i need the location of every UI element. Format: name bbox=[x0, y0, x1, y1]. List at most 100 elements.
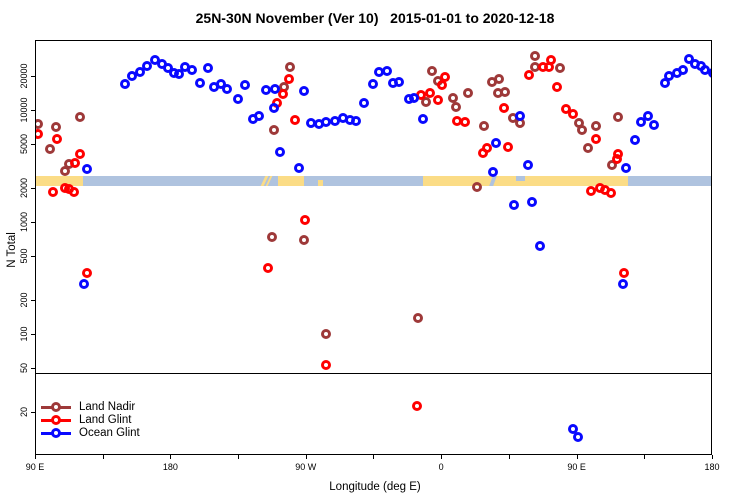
y-tick bbox=[31, 367, 35, 369]
data-point-land-glint bbox=[283, 74, 294, 85]
y-tick-label: 500 bbox=[19, 248, 29, 264]
data-point-ocean-glint bbox=[187, 65, 198, 76]
y-tick-label: 1000 bbox=[19, 211, 29, 233]
data-point-land-nadir bbox=[450, 101, 461, 112]
data-point-land-glint bbox=[619, 267, 630, 278]
data-point-ocean-glint bbox=[527, 196, 538, 207]
legend-label: Land Glint bbox=[79, 414, 132, 426]
data-point-land-glint bbox=[524, 70, 535, 81]
y-tick-label: 20 bbox=[19, 407, 29, 418]
data-point-ocean-glint bbox=[358, 97, 369, 108]
data-point-land-glint bbox=[411, 401, 422, 412]
data-point-ocean-glint bbox=[534, 240, 545, 251]
y-tick-label: 100 bbox=[19, 326, 29, 342]
data-point-ocean-glint bbox=[643, 111, 654, 122]
data-point-land-nadir bbox=[267, 231, 278, 242]
data-point-ocean-glint bbox=[677, 65, 688, 76]
data-point-land-nadir bbox=[74, 111, 85, 122]
data-point-land-glint bbox=[613, 149, 624, 159]
map-band-land-segment bbox=[318, 180, 323, 186]
y-tick-label: 10000 bbox=[19, 97, 29, 123]
y-tick-label: 50 bbox=[19, 362, 29, 373]
data-point-ocean-glint bbox=[82, 164, 93, 175]
data-point-land-nadir bbox=[471, 181, 482, 192]
data-point-ocean-glint bbox=[649, 119, 660, 130]
y-tick bbox=[31, 76, 35, 78]
data-point-ocean-glint bbox=[488, 167, 499, 178]
data-point-ocean-glint bbox=[274, 146, 285, 157]
x-axis-title: Longitude (deg E) bbox=[329, 481, 421, 493]
data-point-ocean-glint bbox=[381, 65, 392, 76]
data-point-ocean-glint bbox=[79, 279, 90, 290]
data-point-land-nadir bbox=[583, 142, 594, 153]
data-point-ocean-glint bbox=[240, 79, 251, 90]
y-axis-title: N Total bbox=[6, 232, 18, 268]
data-point-ocean-glint bbox=[222, 84, 233, 95]
y-tick bbox=[31, 143, 35, 145]
map-band-ocean-segment bbox=[516, 176, 525, 181]
data-point-ocean-glint bbox=[173, 68, 184, 79]
data-point-land-nadir bbox=[44, 143, 55, 154]
horizontal-reference-line bbox=[36, 373, 711, 374]
x-tick bbox=[508, 455, 510, 459]
data-point-ocean-glint bbox=[515, 111, 526, 122]
data-point-land-nadir bbox=[426, 65, 437, 76]
data-point-land-glint bbox=[586, 186, 597, 197]
y-tick-label: 5000 bbox=[19, 133, 29, 154]
chart-title: 25N-30N November (Ver 10) 2015-01-01 to … bbox=[195, 10, 555, 26]
data-point-land-nadir bbox=[50, 121, 61, 132]
y-tick bbox=[31, 110, 35, 111]
data-point-land-glint bbox=[52, 134, 63, 145]
data-point-land-glint bbox=[277, 88, 288, 99]
x-tick bbox=[711, 455, 713, 459]
data-point-land-glint bbox=[289, 114, 300, 125]
y-tick bbox=[31, 188, 35, 190]
data-point-ocean-glint bbox=[253, 111, 264, 122]
data-point-land-glint bbox=[605, 188, 616, 199]
x-tick bbox=[170, 455, 172, 459]
x-tick bbox=[373, 455, 375, 459]
x-tick bbox=[102, 455, 104, 459]
data-point-ocean-glint bbox=[491, 137, 502, 148]
scatter-points-layer bbox=[36, 41, 711, 454]
x-tick bbox=[576, 455, 578, 459]
data-point-land-nadir bbox=[285, 62, 296, 73]
data-point-ocean-glint bbox=[393, 76, 404, 87]
data-point-ocean-glint bbox=[119, 79, 130, 90]
data-point-land-glint bbox=[68, 187, 79, 198]
data-point-ocean-glint bbox=[163, 63, 174, 73]
data-point-ocean-glint bbox=[194, 77, 205, 88]
map-band-ocean-segment bbox=[628, 176, 711, 186]
data-point-land-nadir bbox=[590, 120, 601, 131]
x-tick-label: 90 E bbox=[567, 462, 586, 472]
data-point-land-glint bbox=[425, 87, 436, 98]
data-point-ocean-glint bbox=[134, 66, 145, 77]
data-point-ocean-glint bbox=[522, 159, 533, 170]
data-point-land-nadir bbox=[413, 312, 424, 323]
data-point-ocean-glint bbox=[294, 162, 305, 173]
data-point-ocean-glint bbox=[572, 431, 583, 442]
x-tick-label: 180 bbox=[704, 462, 720, 472]
data-point-ocean-glint bbox=[351, 115, 362, 126]
data-point-land-glint bbox=[300, 215, 311, 226]
data-point-land-glint bbox=[482, 142, 493, 153]
y-tick bbox=[31, 255, 35, 257]
legend-circle-marker bbox=[51, 415, 61, 425]
data-point-land-glint bbox=[459, 116, 470, 127]
data-point-land-nadir bbox=[554, 63, 565, 73]
data-point-ocean-glint bbox=[367, 79, 378, 90]
data-point-land-glint bbox=[262, 263, 273, 274]
map-band-layer bbox=[36, 41, 711, 454]
data-point-land-glint bbox=[551, 81, 562, 92]
x-tick bbox=[35, 455, 36, 459]
map-band-ocean-segment bbox=[304, 176, 423, 186]
data-point-land-glint bbox=[82, 267, 93, 278]
data-point-land-nadir bbox=[268, 124, 279, 135]
data-point-land-glint bbox=[503, 142, 514, 152]
map-band-land-segment bbox=[423, 176, 628, 186]
data-point-ocean-glint bbox=[261, 84, 272, 95]
data-point-land-glint bbox=[440, 72, 451, 83]
legend-label: Ocean Glint bbox=[79, 427, 140, 439]
data-point-ocean-glint bbox=[268, 103, 279, 114]
